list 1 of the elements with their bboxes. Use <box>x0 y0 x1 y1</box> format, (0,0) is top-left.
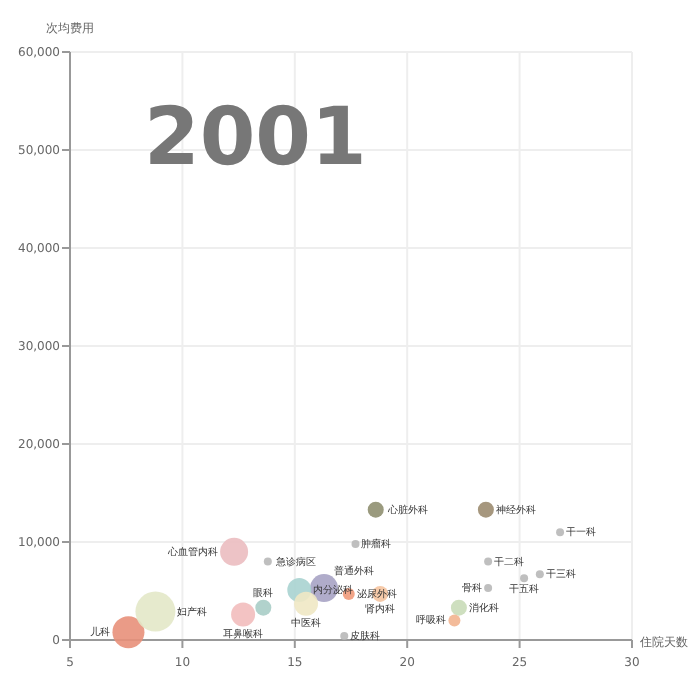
text: 2001 <box>144 92 367 184</box>
